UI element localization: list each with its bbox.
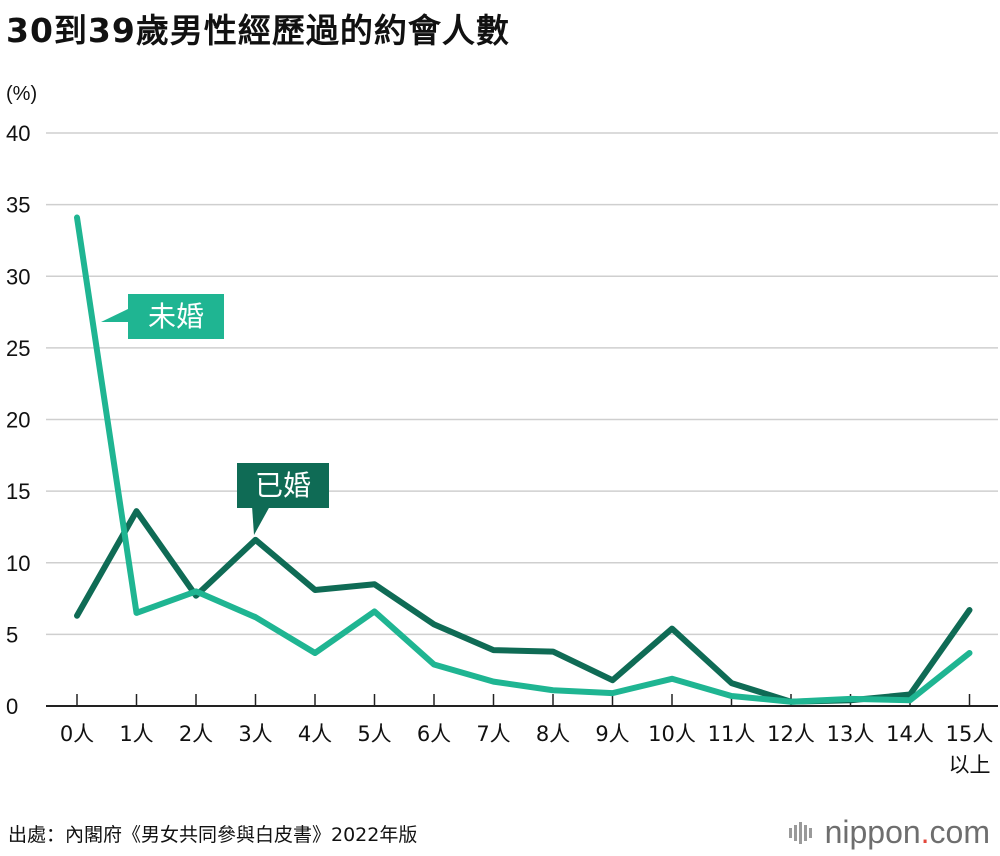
y-tick-label: 20 [6, 408, 30, 433]
y-tick-label: 25 [6, 336, 30, 361]
logo-mark-icon [788, 821, 812, 844]
x-tick-label: 11人 [708, 722, 756, 746]
logo-dot: . [920, 814, 930, 850]
series-line [74, 214, 973, 705]
series-line [74, 508, 973, 705]
svg-text:已婚: 已婚 [255, 469, 311, 502]
source-note: 出處：內閣府《男女共同參與白皮書》2022年版 [8, 824, 418, 846]
y-tick-label: 15 [6, 479, 30, 504]
svg-text:未婚: 未婚 [148, 300, 204, 333]
x-tick-label: 4人 [298, 722, 332, 746]
x-tick-label: 10人 [648, 722, 696, 746]
x-axis: 0人 1人 2人 3人 4人 5人 6人 7人 8人 9人 10人 11人 12人 13人 14人 15人以上 [46, 694, 998, 777]
nippon-logo: nippon. com [788, 814, 990, 851]
x-tick-label: 9人 [595, 722, 629, 746]
x-tick-label: 1人 [119, 722, 153, 746]
x-tick-label: 0人 [60, 722, 94, 746]
x-tick-label: 8人 [536, 722, 570, 746]
x-tick-label: 6人 [417, 722, 451, 746]
x-tick-label: 15人以上 [946, 722, 994, 777]
y-unit-label: (%) [6, 83, 37, 105]
line-chart: (%) 0 5 10 15 20 25 30 35 40 0人 1人 2人 3人 4人 5人 6人 7人 8人 9… [6, 83, 998, 777]
gridlines [46, 132, 998, 636]
x-tick-label: 5人 [357, 722, 391, 746]
y-tick-label: 30 [6, 264, 30, 289]
y-tick-label: 10 [6, 551, 30, 576]
x-tick-label: 12人 [767, 722, 815, 746]
logo-suffix: com [929, 814, 990, 850]
y-tick-label: 40 [6, 121, 30, 146]
series-label-married: 已婚 [237, 463, 329, 535]
x-tick-label: 14人 [886, 722, 934, 746]
series-lines [74, 214, 973, 705]
y-tick-label: 35 [6, 193, 30, 218]
series-label-unmarried: 未婚 [101, 294, 224, 339]
y-axis-ticks: 0 5 10 15 20 25 30 35 40 [6, 121, 30, 719]
x-tick-label: 3人 [238, 722, 272, 746]
y-tick-label: 0 [6, 694, 18, 719]
logo-name: nippon [824, 814, 921, 850]
x-tick-label: 7人 [476, 722, 510, 746]
x-tick-label: 2人 [179, 722, 213, 746]
y-tick-label: 5 [6, 622, 18, 647]
x-tick-label: 13人 [827, 722, 875, 746]
chart-title: 30到39歲男性經歷過的約會人數 [6, 11, 510, 50]
